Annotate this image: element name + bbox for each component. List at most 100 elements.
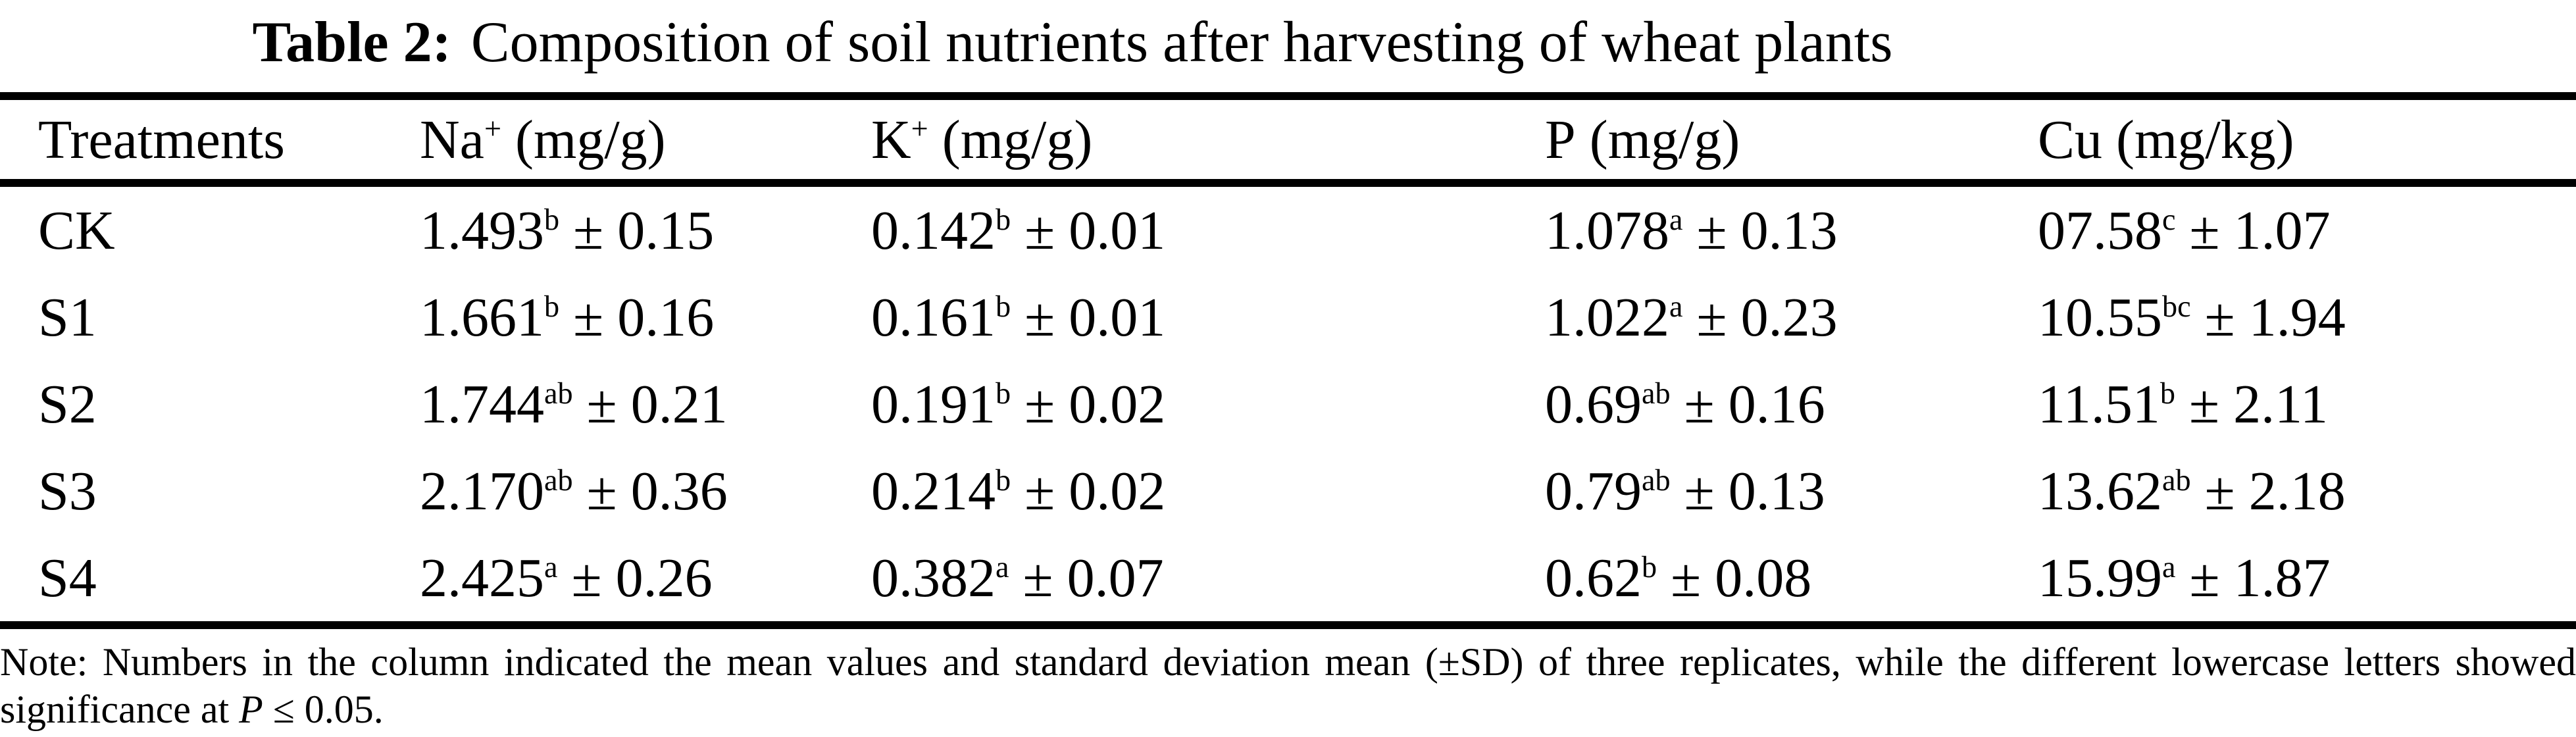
mean-value: 0.161 [871,286,996,348]
sd-value: ± 1.87 [2189,547,2331,609]
cell-k: 0.214b ± 0.02 [871,447,1545,534]
sd-value: ± 0.15 [573,199,715,261]
mean-value: 11.51 [2038,373,2160,435]
mean-value: 1.493 [420,199,544,261]
mean-value: 10.55 [2038,286,2162,348]
cell-na: 1.744ab ± 0.21 [420,361,871,447]
significance-letter: a [996,549,1009,584]
treatment-label: S4 [38,547,97,609]
mean-value: 2.425 [420,547,544,609]
mean-value: 15.99 [2038,547,2162,609]
mean-value: 1.661 [420,286,544,348]
col-header-p: P (mg/g) [1545,96,2038,187]
sd-value: ± 1.07 [2189,199,2331,261]
sd-value: ± 0.08 [1671,547,1812,609]
header-base: Na [420,109,484,170]
mean-value: 0.62 [1545,547,1642,609]
cell-p: 0.62b ± 0.08 [1545,534,2038,625]
mean-value: 07.58 [2038,199,2162,261]
cell-k: 0.161b ± 0.01 [871,274,1545,361]
cell-cu: 13.62ab ± 2.18 [2038,447,2576,534]
header-base: Treatments [38,109,285,170]
significance-letter: ab [544,376,573,410]
significance-letter: ab [544,463,573,497]
col-header-k: K+ (mg/g) [871,96,1545,187]
treatment-label: S2 [38,373,97,435]
mean-value: 13.62 [2038,460,2162,522]
sd-value: ± 0.13 [1696,199,1838,261]
header-superscript: + [484,111,502,145]
sd-value: ± 0.01 [1024,286,1166,348]
sd-value: ± 0.01 [1024,199,1166,261]
mean-value: 1.022 [1545,286,1669,348]
sd-value: ± 0.16 [573,286,715,348]
cell-p: 1.078a ± 0.13 [1545,183,2038,274]
sd-value: ± 0.23 [1696,286,1838,348]
cell-na: 1.661b ± 0.16 [420,274,871,361]
header-base: Cu [2038,109,2103,170]
cell-cu: 11.51b ± 2.11 [2038,361,2576,447]
significance-letter: ab [1642,463,1671,497]
sd-value: ± 0.02 [1024,460,1166,522]
significance-letter: bc [2162,289,2191,323]
significance-letter: b [544,202,560,236]
cell-k: 0.142b ± 0.01 [871,183,1545,274]
sd-value: ± 1.94 [2204,286,2346,348]
header-base: P [1545,109,1576,170]
treatment-label: S3 [38,460,97,522]
col-header-treatments: Treatments [0,96,420,187]
cell-k: 0.382a ± 0.07 [871,534,1545,625]
sd-value: ± 0.07 [1023,547,1164,609]
sd-value: ± 2.18 [2204,460,2346,522]
cell-cu: 15.99a ± 1.87 [2038,534,2576,625]
header-unit: (mg/g) [1575,109,1740,170]
sd-value: ± 0.36 [586,460,728,522]
sd-value: ± 0.21 [586,373,728,435]
significance-letter: a [544,549,558,584]
mean-value: 0.69 [1545,373,1642,435]
table-note: Note: Numbers in the column indicated th… [0,638,2576,733]
header-unit: (mg/kg) [2102,109,2294,170]
note-text-after: ≤ 0.05. [263,688,384,731]
sd-value: ± 0.02 [1024,373,1166,435]
significance-letter: b [996,376,1011,410]
cell-p: 0.79ab ± 0.13 [1545,447,2038,534]
table-title-text: Composition of soil nutrients after harv… [470,11,1893,74]
significance-letter: b [996,202,1011,236]
treatment-label: CK [38,199,115,261]
cell-cu: 07.58c ± 1.07 [2038,183,2576,274]
table-row-s3: S3 2.170ab ± 0.36 0.214b ± 0.02 0.79ab ±… [0,447,2576,534]
mean-value: 0.142 [871,199,996,261]
significance-letter: c [2162,202,2176,236]
mean-value: 0.79 [1545,460,1642,522]
cell-p: 1.022a ± 0.23 [1545,274,2038,361]
cell-cu: 10.55bc ± 1.94 [2038,274,2576,361]
table-row-ck: CK 1.493b ± 0.15 0.142b ± 0.01 1.078a ± … [0,183,2576,274]
mean-value: 2.170 [420,460,544,522]
treatment-label: S1 [38,286,97,348]
table-row-s1: S1 1.661b ± 0.16 0.161b ± 0.01 1.022a ± … [0,274,2576,361]
col-header-na: Na+ (mg/g) [420,96,871,187]
header-unit: (mg/g) [928,109,1093,170]
sd-value: ± 2.11 [2188,373,2328,435]
cell-na: 1.493b ± 0.15 [420,183,871,274]
table-title: Table 2: Composition of soil nutrients af… [0,0,2145,92]
header-unit: (mg/g) [501,109,666,170]
cell-na: 2.425a ± 0.26 [420,534,871,625]
mean-value: 0.382 [871,547,996,609]
cell-na: 2.170ab ± 0.36 [420,447,871,534]
significance-letter: b [996,463,1011,497]
significance-letter: b [1642,549,1657,584]
mean-value: 1.078 [1545,199,1669,261]
significance-letter: ab [2162,463,2191,497]
significance-letter: b [996,289,1011,323]
significance-letter: a [2162,549,2176,584]
header-superscript: + [911,111,928,145]
mean-value: 0.214 [871,460,996,522]
table-row-s2: S2 1.744ab ± 0.21 0.191b ± 0.02 0.69ab ±… [0,361,2576,447]
significance-letter: b [2159,376,2175,410]
col-header-cu: Cu (mg/kg) [2038,96,2576,187]
cell-k: 0.191b ± 0.02 [871,361,1545,447]
cell-p: 0.69ab ± 0.16 [1545,361,2038,447]
